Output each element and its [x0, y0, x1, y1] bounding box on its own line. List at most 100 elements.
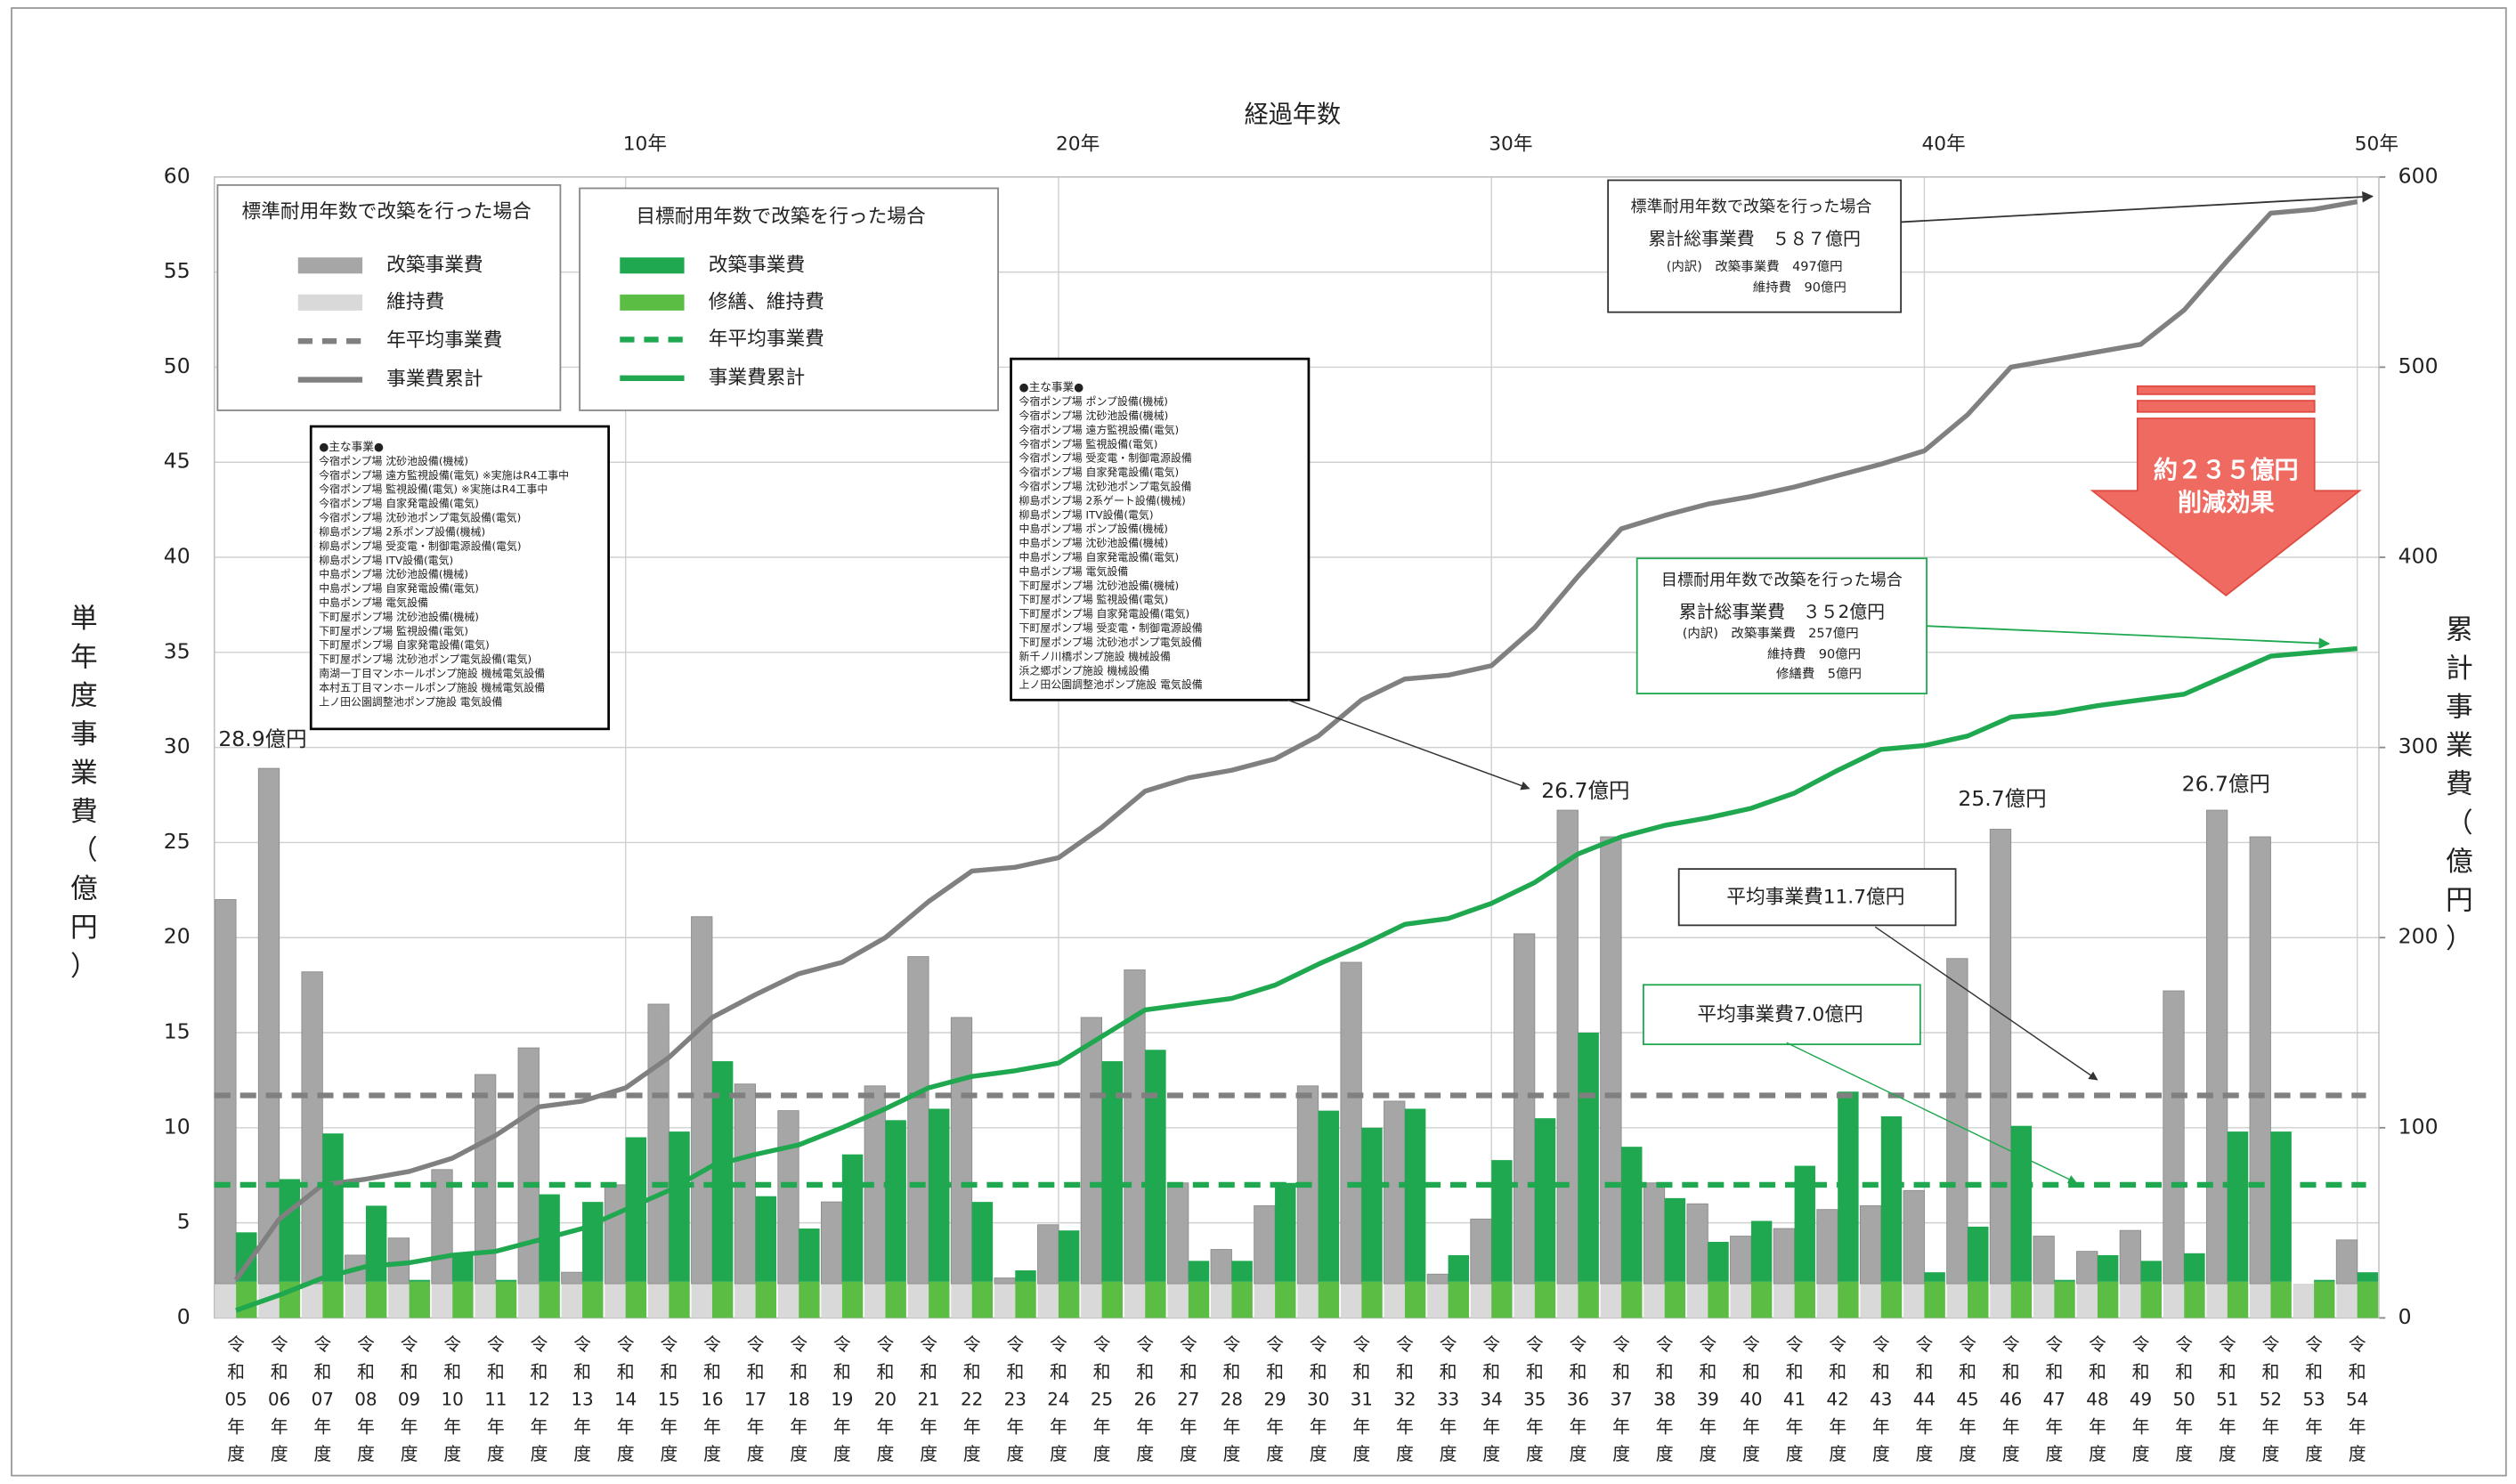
note-title: ●主な事業●	[319, 440, 384, 453]
bar	[1037, 1224, 1059, 1285]
bar	[1600, 1283, 1622, 1318]
x-tick-label: 令和 20 年度	[874, 1334, 897, 1464]
bar	[475, 1283, 496, 1318]
bar	[1340, 1283, 1362, 1318]
bar	[2033, 1283, 2055, 1318]
note-item: 中島ポンプ場 自家発電設備(電気)	[1019, 551, 1180, 564]
bar	[1968, 1226, 1989, 1282]
bar	[1643, 1182, 1666, 1285]
bar	[409, 1281, 430, 1318]
note-box	[309, 425, 610, 731]
bar	[2054, 1279, 2075, 1282]
frame	[11, 7, 2507, 1477]
bar	[1254, 1204, 1276, 1285]
bar	[2184, 1253, 2205, 1282]
bar	[1318, 1110, 1340, 1282]
bar	[517, 1047, 540, 1285]
x-tick-label: 令和 35 年度	[1523, 1334, 1546, 1464]
bar	[301, 971, 323, 1285]
note-item: 今宿ポンプ場 受変電・制御電源設備	[1019, 452, 1192, 465]
bar	[1686, 1203, 1708, 1285]
bar	[2054, 1281, 2075, 1318]
note-item: 中島ポンプ場 ポンプ設備(機械)	[1019, 523, 1168, 535]
x-tick-label: 令和 34 年度	[1481, 1334, 1503, 1464]
info-line: 累計総事業費 ３５2億円	[1679, 602, 1885, 622]
bar	[1794, 1165, 1815, 1282]
bar	[1621, 1281, 1643, 1318]
bar	[431, 1283, 453, 1318]
info-line: (内訳) 改築事業費 497億円	[1667, 258, 1843, 274]
bar	[1470, 1283, 1492, 1318]
bar	[1750, 1281, 1773, 1318]
x-tick-label: 令和 47 年度	[2043, 1334, 2066, 1464]
x-tick-label: 令和 32 年度	[1393, 1334, 1416, 1464]
note-item: 今宿ポンプ場 監視設備(電気)	[1019, 438, 1158, 450]
cumulative-line	[233, 199, 2358, 1282]
y-tick-label: 10	[164, 1114, 191, 1139]
note-item: 新千ノ川橋ポンプ施設 機械設備	[1019, 650, 1171, 662]
bar	[1491, 1160, 1513, 1282]
note-item: 今宿ポンプ場 ポンプ設備(機械)	[1019, 395, 1168, 408]
bar	[841, 1281, 864, 1318]
bar	[2184, 1281, 2205, 1318]
bar	[1664, 1197, 1686, 1282]
legend-label: 修繕、維持費	[709, 291, 824, 313]
bar	[365, 1281, 387, 1318]
bar	[2270, 1131, 2292, 1282]
x-tick-label: 令和 18 年度	[788, 1334, 810, 1464]
y2-tick-label: 300	[2398, 734, 2439, 758]
bar	[2097, 1254, 2119, 1282]
bar	[1058, 1230, 1080, 1282]
note-item: 柳島ポンプ場 ITV設備(電気)	[319, 554, 453, 566]
bar	[1534, 1118, 1556, 1282]
bar	[1101, 1281, 1123, 1318]
bar	[1838, 1281, 1859, 1318]
bar	[864, 1283, 886, 1318]
bar	[1448, 1281, 1469, 1318]
top-x-tick-label: 10年	[623, 134, 667, 156]
bar	[1534, 1281, 1556, 1318]
bar	[1404, 1108, 1426, 1282]
legend-title: 標準耐用年数で改築を行った場合	[242, 201, 532, 223]
x-tick-label: 令和 42 年度	[1827, 1334, 1849, 1464]
x-tick-label: 令和 52 年度	[2260, 1334, 2282, 1464]
y-tick-label: 0	[177, 1304, 191, 1329]
bar	[452, 1281, 474, 1318]
bar	[1578, 1281, 1599, 1318]
bar	[1145, 1050, 1166, 1282]
y2-tick-label: 100	[2398, 1114, 2439, 1139]
bar	[1124, 1283, 1146, 1318]
note-item: 下町屋ポンプ場 監視設備(電気)	[319, 625, 468, 637]
bar	[1816, 1283, 1838, 1318]
bar	[755, 1196, 776, 1282]
bar	[582, 1281, 604, 1318]
legend-label: 事業費累計	[386, 369, 483, 391]
top-x-tick-label: 20年	[1056, 134, 1100, 156]
bar	[1880, 1116, 1903, 1282]
bar	[1880, 1281, 1903, 1318]
bar	[345, 1283, 366, 1318]
bar	[1188, 1281, 1210, 1318]
bar	[2010, 1125, 2033, 1282]
bar	[885, 1120, 906, 1282]
bar	[1015, 1281, 1036, 1318]
peak-label: 28.9億円	[218, 726, 306, 751]
bar	[2357, 1272, 2379, 1282]
note-item: 今宿ポンプ場 遠方監視設備(電気) ※実施はR4工事中	[319, 469, 569, 482]
bar	[841, 1154, 864, 1282]
x-tick-label: 令和 36 年度	[1567, 1334, 1589, 1464]
note-item: 今宿ポンプ場 沈砂池設備(機械)	[1019, 410, 1169, 422]
bar	[735, 1283, 756, 1318]
reduction-bar	[2136, 385, 2316, 395]
bar	[215, 899, 237, 1285]
average-label: 平均事業費7.0億円	[1697, 1004, 1863, 1026]
bar	[1621, 1147, 1643, 1282]
bar	[1708, 1281, 1729, 1318]
x-tick-label: 令和 12 年度	[528, 1334, 550, 1464]
bar	[2249, 836, 2271, 1285]
bar	[2097, 1281, 2119, 1318]
bar	[951, 1283, 972, 1318]
reduction-label: 約２３５億円	[2154, 456, 2299, 484]
